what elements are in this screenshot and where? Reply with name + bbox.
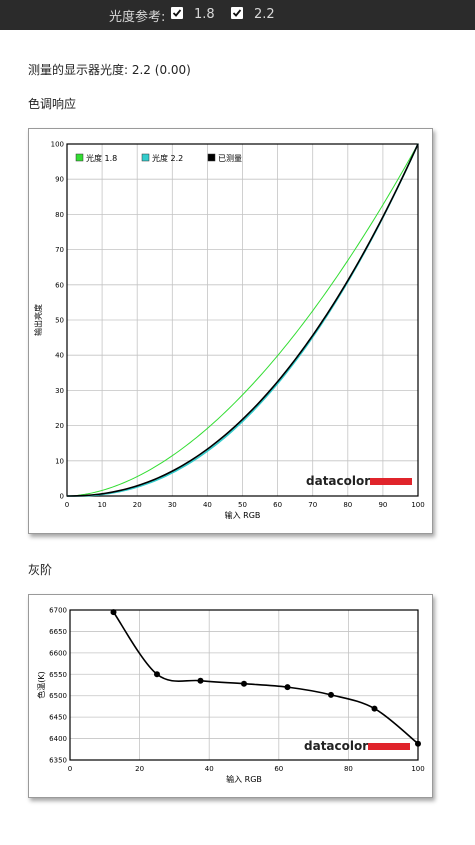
check-icon bbox=[232, 9, 242, 17]
tone-x-tick-label: 60 bbox=[273, 501, 282, 509]
gray-data-point bbox=[197, 677, 204, 684]
gray-y-tick-label: 6600 bbox=[49, 649, 67, 657]
top-bar: 光度参考: 1.8 2.2 bbox=[0, 0, 475, 30]
gray-data-point bbox=[110, 609, 117, 616]
gray-y-tick-label: 6350 bbox=[49, 757, 67, 765]
tone-datacolor-logo-bar bbox=[370, 478, 412, 485]
tone-x-axis-label: 输入 RGB bbox=[225, 510, 261, 520]
gray-datacolor-logo: datacolor bbox=[304, 739, 368, 753]
tone-y-tick-label: 50 bbox=[55, 317, 64, 325]
tone-legend-label: 光度 1.8 bbox=[86, 153, 117, 163]
tone-x-tick-label: 100 bbox=[411, 501, 424, 509]
tone-y-tick-label: 40 bbox=[55, 352, 64, 360]
gray-data-point bbox=[371, 705, 378, 712]
check-icon bbox=[172, 9, 182, 17]
tone-legend-swatch bbox=[75, 153, 84, 162]
gray-x-tick-label: 0 bbox=[68, 765, 72, 773]
tone-x-tick-label: 70 bbox=[308, 501, 317, 509]
gray-x-tick-label: 60 bbox=[274, 765, 283, 773]
gray-data-point bbox=[241, 680, 247, 687]
gray-plot-border bbox=[69, 609, 419, 761]
tone-y-axis-label: 输出亮度 bbox=[33, 304, 43, 336]
gray-y-tick-label: 6450 bbox=[49, 714, 67, 722]
tone-y-tick-label: 10 bbox=[55, 457, 64, 465]
gray-data-point bbox=[154, 671, 160, 678]
tone-response-chart: 0 10 20 30 40 50 60 70 80 90 100 0 10 20 30 40 50 60 70 80 9… bbox=[28, 128, 433, 534]
tone-y-tick-label: 60 bbox=[55, 281, 64, 289]
gray-y-axis-label: 色温(K) bbox=[36, 671, 46, 699]
tone-legend-label: 已测量 bbox=[218, 154, 242, 163]
gamma-1.8-label[interactable]: 1.8 bbox=[194, 7, 215, 22]
tone-x-tick-label: 10 bbox=[98, 501, 107, 509]
grayscale-title: 灰阶 bbox=[28, 563, 53, 577]
tone-y-tick-label: 30 bbox=[55, 387, 64, 395]
tone-x-tick-label: 40 bbox=[203, 501, 212, 509]
tone-x-tick-label: 0 bbox=[65, 501, 69, 509]
gray-y-tick-label: 6700 bbox=[49, 607, 67, 615]
tone-series-measured bbox=[66, 143, 419, 497]
gray-x-tick-label: 40 bbox=[205, 765, 214, 773]
tone-x-tick-label: 30 bbox=[168, 501, 177, 509]
tone-y-tick-label: 20 bbox=[55, 422, 64, 430]
gray-datacolor-logo-bar bbox=[368, 743, 410, 750]
tone-x-tick-label: 50 bbox=[238, 501, 247, 509]
gray-data-point bbox=[284, 684, 291, 691]
tone-x-tick-label: 20 bbox=[133, 501, 142, 509]
gray-y-tick-label: 6650 bbox=[49, 628, 67, 636]
gray-x-axis-label: 输入 RGB bbox=[226, 774, 262, 784]
tone-x-tick-label: 80 bbox=[343, 501, 352, 509]
tone-y-tick-label: 70 bbox=[55, 246, 64, 254]
gamma-1.8-checkbox[interactable] bbox=[171, 7, 183, 19]
tone-y-tick-label: 100 bbox=[51, 141, 64, 149]
tone-legend-swatch bbox=[207, 153, 216, 162]
grayscale-chart: 0 20 40 60 80 100 6350 6400 6450 6500 6550 6600 6650… bbox=[28, 594, 433, 798]
gray-y-tick-label: 6550 bbox=[49, 671, 67, 679]
tone-x-tick-label: 90 bbox=[378, 501, 387, 509]
tone-response-svg: 0 10 20 30 40 50 60 70 80 90 100 0 10 20 30 40 50 60 70 80 9… bbox=[33, 141, 425, 521]
tone-y-tick-label: 80 bbox=[55, 211, 64, 219]
gamma-2.2-label[interactable]: 2.2 bbox=[254, 7, 275, 22]
tone-y-tick-label: 90 bbox=[55, 176, 64, 184]
tone-datacolor-logo: datacolor bbox=[306, 474, 370, 488]
gray-x-tick-label: 80 bbox=[344, 765, 353, 773]
gray-x-tick-label: 100 bbox=[411, 765, 424, 773]
tone-series-gamma-1.8 bbox=[66, 143, 419, 497]
gray-y-tick-label: 6500 bbox=[49, 692, 67, 700]
gamma-reference-label: 光度参考: bbox=[109, 10, 166, 25]
tone-response-title: 色调响应 bbox=[28, 97, 77, 111]
gamma-2.2-checkbox[interactable] bbox=[231, 7, 243, 19]
gray-data-point bbox=[328, 691, 334, 698]
tone-y-tick-label: 0 bbox=[60, 493, 64, 501]
gray-data-point bbox=[415, 740, 421, 747]
gray-series-line bbox=[112, 611, 419, 745]
gray-x-tick-label: 20 bbox=[135, 765, 144, 773]
grayscale-svg: 0 20 40 60 80 100 6350 6400 6450 6500 6550 6600 6650… bbox=[36, 607, 425, 785]
gray-y-tick-label: 6400 bbox=[49, 735, 67, 743]
tone-plot-border bbox=[66, 143, 419, 497]
tone-legend-label: 光度 2.2 bbox=[152, 153, 183, 163]
tone-legend-swatch bbox=[141, 153, 150, 162]
measured-gamma-text: 测量的显示器光度: 2.2 (0.00) bbox=[28, 63, 191, 77]
